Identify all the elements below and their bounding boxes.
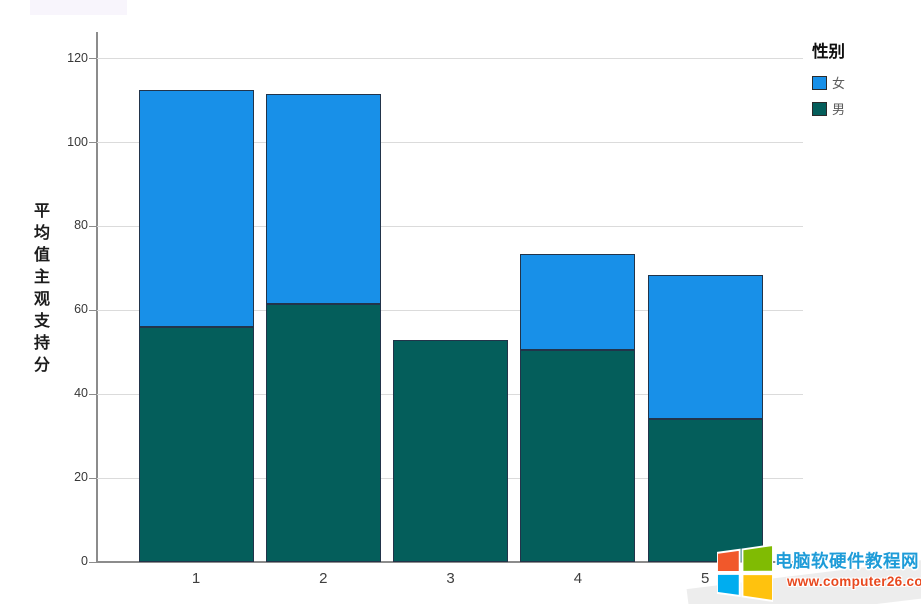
y-tick-40: [89, 393, 97, 395]
watermark-site-name: 电脑软硬件教程网: [775, 551, 919, 571]
y-axis-title: 平均值主观支持分: [31, 202, 48, 378]
y-tick-100: [89, 142, 97, 143]
bar-segment-2-女: [265, 94, 381, 304]
bar-segment-5-男: [647, 419, 763, 562]
windows-logo-bottom-left: [717, 572, 741, 598]
gridline-100: [97, 142, 803, 143]
windows-logo-icon: [717, 544, 773, 602]
legend-label-男: 男: [832, 102, 846, 117]
bar-segment-3-男: [393, 339, 509, 562]
y-tick-120: [89, 58, 97, 60]
windows-logo-top-left: [717, 548, 741, 573]
legend-swatch-女: [812, 75, 827, 90]
y-tick-80: [89, 225, 97, 227]
gridline-80: [97, 225, 803, 227]
y-tick-label-0: 0: [81, 554, 88, 568]
legend-label-女: 女: [832, 76, 846, 91]
top-left-artifact: [30, 0, 127, 15]
y-tick-0: [89, 561, 97, 563]
y-tick-label-60: 60: [74, 302, 88, 317]
bar-segment-4-男: [520, 350, 636, 562]
x-category-label-3: 3: [446, 570, 455, 587]
watermark-site-url: www.computer26.com: [787, 574, 921, 589]
bar-segment-1-女: [138, 90, 254, 328]
legend-items: 女男: [812, 73, 845, 118]
x-axis-line: [96, 561, 804, 563]
y-tick-label-80: 80: [74, 218, 88, 233]
y-tick-label-100: 100: [67, 134, 88, 149]
legend-item-男: 男: [812, 99, 845, 118]
y-axis-line: [96, 32, 98, 562]
y-tick-label-40: 40: [74, 386, 88, 401]
windows-logo-bottom-right: [741, 573, 773, 602]
bar-segment-5-女: [647, 274, 763, 420]
legend-swatch-男: [812, 101, 827, 116]
y-tick-60: [89, 309, 97, 311]
x-category-label-5: 5: [701, 570, 710, 587]
gridline-120: [97, 58, 803, 60]
y-tick-label-20: 20: [74, 470, 88, 485]
gridline-60: [97, 309, 803, 311]
legend-title: 性别: [812, 43, 845, 61]
x-category-label-1: 1: [191, 570, 201, 587]
x-category-label-2: 2: [319, 570, 328, 587]
x-category-label-4: 4: [573, 570, 583, 587]
legend-item-女: 女: [812, 73, 845, 92]
y-tick-label-120: 120: [67, 50, 88, 65]
y-tick-20: [89, 477, 97, 479]
bar-segment-2-男: [265, 304, 381, 562]
legend: 性别 女男: [812, 38, 845, 125]
bar-segment-1-男: [138, 327, 254, 562]
windows-logo-top-right: [741, 544, 773, 573]
bar-segment-4-女: [520, 253, 636, 351]
